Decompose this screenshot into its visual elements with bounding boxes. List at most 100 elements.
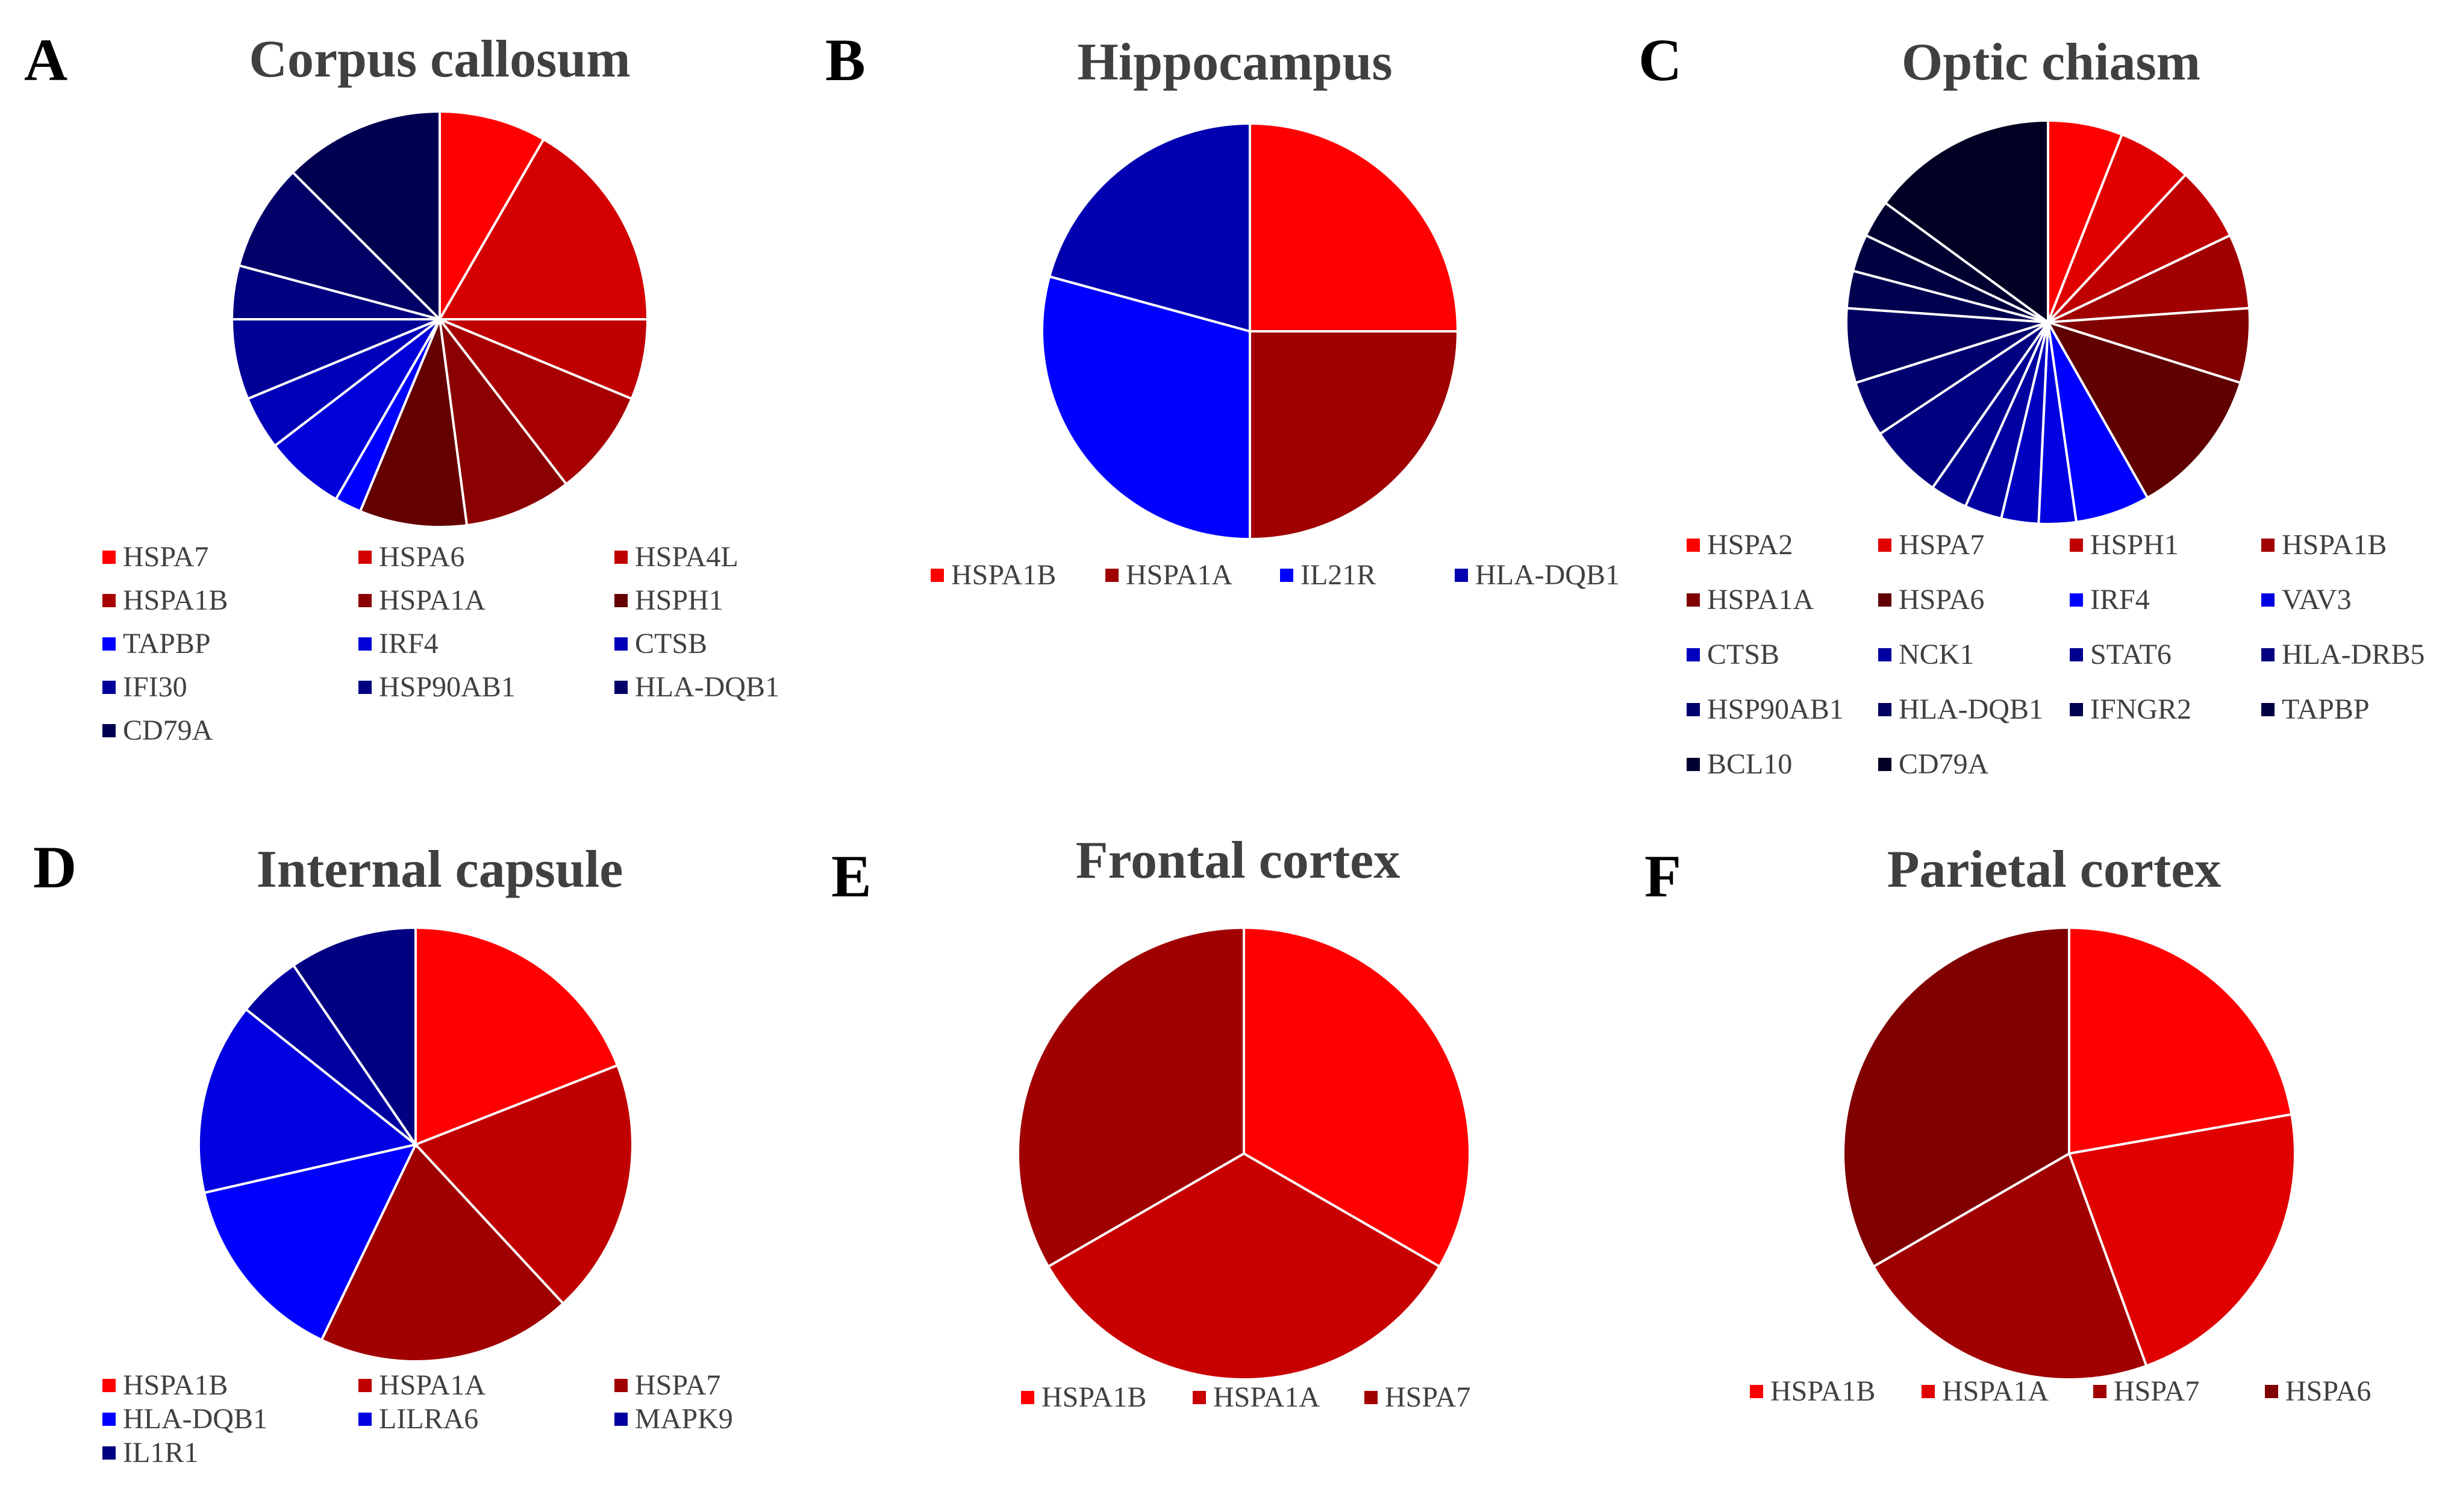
legend-swatch bbox=[2070, 539, 2083, 552]
legend-swatch bbox=[2070, 648, 2083, 661]
legend-label: LILRA6 bbox=[379, 1403, 479, 1435]
legend-item: HSPA1B bbox=[1750, 1377, 1875, 1406]
legend-label: HSPA1B bbox=[1041, 1381, 1147, 1413]
chart-title: Hippocampus bbox=[1077, 33, 1393, 92]
legend-item: HSPA1A bbox=[1922, 1377, 2049, 1406]
legend-item: HSPA1A bbox=[1105, 561, 1232, 590]
legend-swatch bbox=[2261, 593, 2275, 607]
legend-swatch bbox=[2070, 703, 2083, 716]
legend-label: HSPA1A bbox=[1707, 584, 1814, 616]
pie-slice-hspa7 bbox=[2047, 133, 2188, 323]
legend-label: HSPA4L bbox=[635, 541, 738, 573]
legend-label: HSPA1A bbox=[379, 584, 486, 616]
pie-slice-ifi30 bbox=[230, 318, 440, 401]
pie-slice-hspa1b bbox=[436, 316, 634, 486]
legend-label: HSPA1A bbox=[379, 1369, 486, 1401]
pie-slice-hspa2 bbox=[2047, 119, 2124, 323]
legend-swatch bbox=[614, 681, 628, 694]
legend-swatch bbox=[614, 1379, 628, 1392]
legend-label: HLA-DQB1 bbox=[635, 671, 779, 703]
legend-swatch bbox=[358, 594, 372, 607]
legend-swatch bbox=[102, 594, 116, 607]
pie-slice-hspa6 bbox=[437, 137, 649, 320]
legend-item: HSPA6 bbox=[358, 543, 464, 572]
legend-item: CTSB bbox=[614, 629, 707, 658]
legend-item: HLA-DQB1 bbox=[614, 673, 779, 702]
pie-slice-hspa1a bbox=[2047, 307, 2251, 385]
pie-slice-irf4 bbox=[273, 318, 441, 501]
pie-slice-hspa7 bbox=[1017, 926, 1245, 1269]
legend-swatch bbox=[614, 1413, 628, 1426]
legend-item: IL1R1 bbox=[102, 1439, 198, 1467]
pie-slice-hspa1a bbox=[438, 314, 568, 527]
legend-swatch bbox=[1750, 1385, 1763, 1398]
legend-item: HSPA1B bbox=[102, 1371, 228, 1400]
pie-slice-hspa1b bbox=[1243, 926, 1471, 1269]
pie-slice-hspa1b bbox=[2068, 926, 2293, 1155]
legend-item: HSPA7 bbox=[2093, 1377, 2199, 1406]
legend-item: HSP90AB1 bbox=[358, 673, 516, 702]
legend-label: VAV3 bbox=[2282, 584, 2352, 616]
legend-label: HSPA1A bbox=[1942, 1375, 2049, 1407]
legend-label: IRF4 bbox=[379, 628, 439, 660]
legend-swatch bbox=[2261, 703, 2275, 716]
legend-item: MAPK9 bbox=[614, 1405, 733, 1434]
legend-label: HSPA6 bbox=[1899, 584, 1985, 616]
legend-swatch bbox=[2261, 648, 2275, 661]
legend-swatch bbox=[931, 569, 944, 582]
legend-label: HSPA7 bbox=[635, 1369, 721, 1401]
legend-swatch bbox=[1105, 569, 1119, 582]
legend-swatch bbox=[2265, 1385, 2278, 1398]
legend-label: HSPA1B bbox=[123, 1369, 228, 1401]
legend-label: HSPA1A bbox=[1126, 559, 1232, 591]
legend-item: HLA-DQB1 bbox=[102, 1405, 267, 1434]
pie-slice-hspa7 bbox=[1872, 1152, 2148, 1381]
legend-swatch bbox=[358, 1413, 372, 1426]
pie-slice-hspa1b bbox=[1249, 122, 1460, 333]
legend-swatch bbox=[1687, 648, 1700, 661]
pie-slice-hla-dqb1 bbox=[237, 170, 444, 322]
legend-label: HSPA7 bbox=[1385, 1381, 1471, 1413]
legend-swatch bbox=[614, 594, 628, 607]
legend-item: HSPA7 bbox=[1364, 1383, 1470, 1412]
legend-swatch bbox=[1455, 569, 1468, 582]
legend-swatch bbox=[102, 1379, 116, 1392]
pie-slice-hla-dqb1 bbox=[1845, 307, 2049, 385]
pie-slice-hspa6 bbox=[1842, 926, 2070, 1269]
legend-swatch bbox=[1878, 648, 1891, 661]
legend-item: CTSB bbox=[1687, 640, 1779, 669]
legend-swatch bbox=[1687, 593, 1700, 607]
legend-label: IFNGR2 bbox=[2090, 693, 2192, 725]
legend-item: IL21R bbox=[1280, 561, 1376, 590]
legend-item: IRF4 bbox=[2070, 586, 2150, 614]
legend-swatch bbox=[614, 551, 628, 564]
legend-item: IRF4 bbox=[358, 629, 439, 658]
legend-label: MAPK9 bbox=[635, 1403, 733, 1435]
legend-item: STAT6 bbox=[2070, 640, 2172, 669]
pie-slice-hspa1a bbox=[1046, 1152, 1441, 1381]
legend-swatch bbox=[102, 1413, 116, 1426]
pie-chart bbox=[1041, 122, 1460, 541]
pie-slice-hspa1b bbox=[414, 926, 619, 1146]
legend-item: HSPA1A bbox=[1687, 586, 1814, 614]
legend-item: HSPA7 bbox=[614, 1371, 720, 1400]
pie-slice-cd79a bbox=[291, 110, 441, 322]
panel-letter: F bbox=[1644, 843, 1682, 910]
legend-label: HSPA7 bbox=[2114, 1375, 2200, 1407]
legend-item: BCL10 bbox=[1687, 750, 1792, 779]
legend-label: CTSB bbox=[635, 628, 708, 660]
legend-item: HLA-DQB1 bbox=[1878, 695, 2043, 724]
legend-label: HLA-DQB1 bbox=[123, 1403, 267, 1435]
pie-slice-irf4 bbox=[2047, 322, 2149, 523]
legend-label: HSPA6 bbox=[2285, 1375, 2372, 1407]
legend-label: CD79A bbox=[1899, 748, 1989, 780]
chart-title: Optic chiasm bbox=[1901, 33, 2201, 92]
legend-item: HSPA2 bbox=[1687, 531, 1793, 560]
legend-label: HSPA2 bbox=[1707, 529, 1793, 561]
legend-swatch bbox=[1878, 593, 1891, 607]
legend-label: HSPA6 bbox=[379, 541, 465, 573]
pie-slice-hspa1a bbox=[1249, 330, 1460, 541]
legend-swatch bbox=[1021, 1391, 1034, 1404]
pie-slice-hspa1a bbox=[413, 1063, 634, 1305]
pie-chart bbox=[1017, 926, 1471, 1381]
